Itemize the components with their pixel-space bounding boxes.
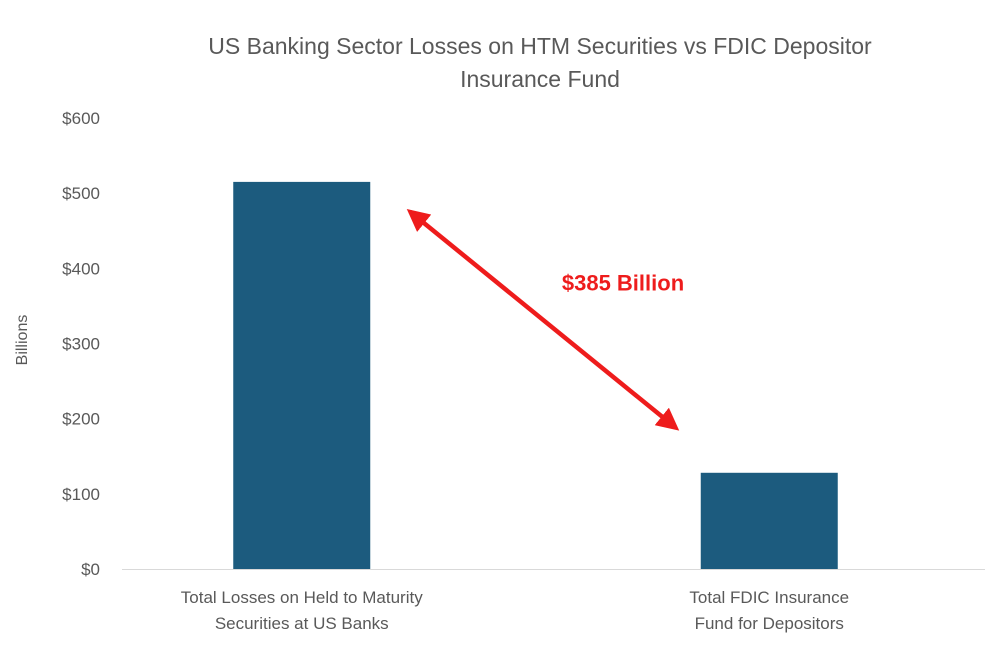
y-axis-label: Billions — [14, 315, 31, 366]
difference-arrow — [406, 209, 680, 431]
y-tick-label: $400 — [62, 259, 100, 278]
x-axis-categories: Total Losses on Held to Maturity Securiti… — [181, 588, 849, 633]
x-category-label: Fund for Depositors — [695, 614, 844, 633]
y-tick-label: $300 — [62, 335, 100, 354]
bar — [700, 472, 838, 569]
y-tick-label: $200 — [62, 410, 100, 429]
difference-annotation: $385 Billion — [562, 271, 684, 296]
bars — [233, 181, 838, 569]
y-tick-label: $0 — [81, 560, 100, 579]
x-category-label: Securities at US Banks — [215, 614, 389, 633]
y-tick-label: $600 — [62, 109, 100, 128]
chart-title-line-2: Insurance Fund — [460, 66, 620, 92]
chart-title-line-1: US Banking Sector Losses on HTM Securiti… — [208, 33, 872, 59]
y-axis-ticks: $0 $100 $200 $300 $400 $500 $600 — [62, 109, 100, 579]
chart-title: US Banking Sector Losses on HTM Securiti… — [208, 33, 872, 92]
y-tick-label: $500 — [62, 184, 100, 203]
y-tick-label: $100 — [62, 485, 100, 504]
x-category-label: Total Losses on Held to Maturity — [181, 588, 423, 607]
x-category-label: Total FDIC Insurance — [689, 588, 849, 607]
bar — [233, 181, 371, 569]
